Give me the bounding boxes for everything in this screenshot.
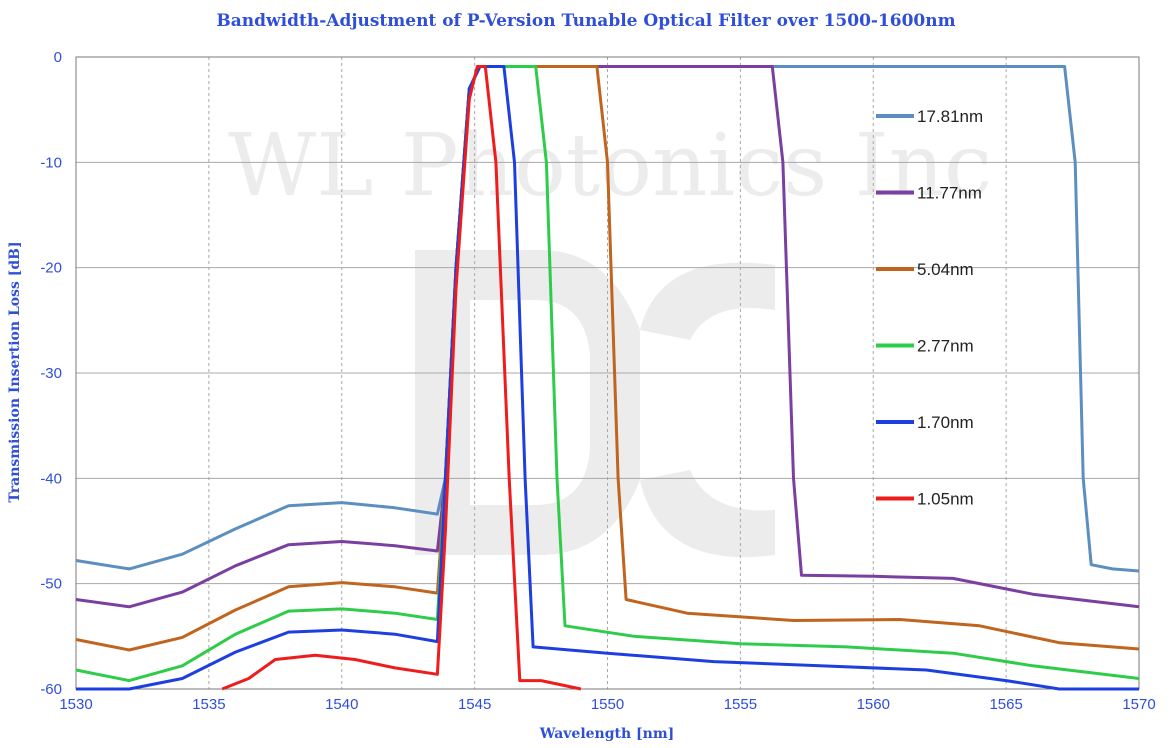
legend-label: 11.77nm [917, 184, 982, 203]
x-tick-label: 1540 [325, 696, 358, 713]
x-tick-label: 1570 [1122, 696, 1155, 713]
plot-frame [75, 56, 1140, 690]
y-tick-label: -30 [40, 365, 62, 382]
legend-label: 2.77nm [917, 337, 974, 356]
x-tick-label: 1545 [458, 696, 491, 713]
x-axis-label: Wavelength [nm] [539, 726, 675, 742]
watermark-logo-c [640, 262, 775, 558]
x-tick-label: 1530 [59, 696, 92, 713]
series-lines [75, 65, 1140, 691]
y-tick-label: 0 [54, 49, 62, 66]
x-tick-label: 1560 [857, 696, 890, 713]
x-tick-label: 1535 [192, 696, 225, 713]
y-tick-label: -60 [40, 681, 62, 698]
x-tick-label: 1550 [591, 696, 624, 713]
chart-title: Bandwidth-Adjustment of P-Version Tunabl… [216, 11, 955, 31]
y-tick-label: -20 [40, 260, 62, 277]
tick-labels: 1530 1535 1540 1545 1550 1555 1560 1565 1570 0 -10… [40, 49, 1155, 713]
legend-label: 17.81nm [917, 107, 983, 126]
y-tick-label: -50 [40, 576, 62, 593]
legend-label: 1.70nm [917, 413, 974, 432]
y-tick-label: -10 [40, 154, 62, 171]
y-tick-label: -40 [40, 470, 62, 487]
watermark: WL Photonics Inc [228, 116, 992, 558]
legend-label: 1.05nm [917, 490, 974, 509]
legend: 17.81nm 11.77nm 5.04nm 2.77nm 1.70nm 1.05nm [876, 107, 983, 509]
x-tick-label: 1565 [989, 696, 1022, 713]
legend-label: 5.04nm [917, 260, 974, 279]
x-tick-label: 1555 [724, 696, 757, 713]
series-line-1.05nm [221, 65, 582, 691]
y-axis-label: Transmission Insertion Loss [dB] [7, 241, 23, 502]
